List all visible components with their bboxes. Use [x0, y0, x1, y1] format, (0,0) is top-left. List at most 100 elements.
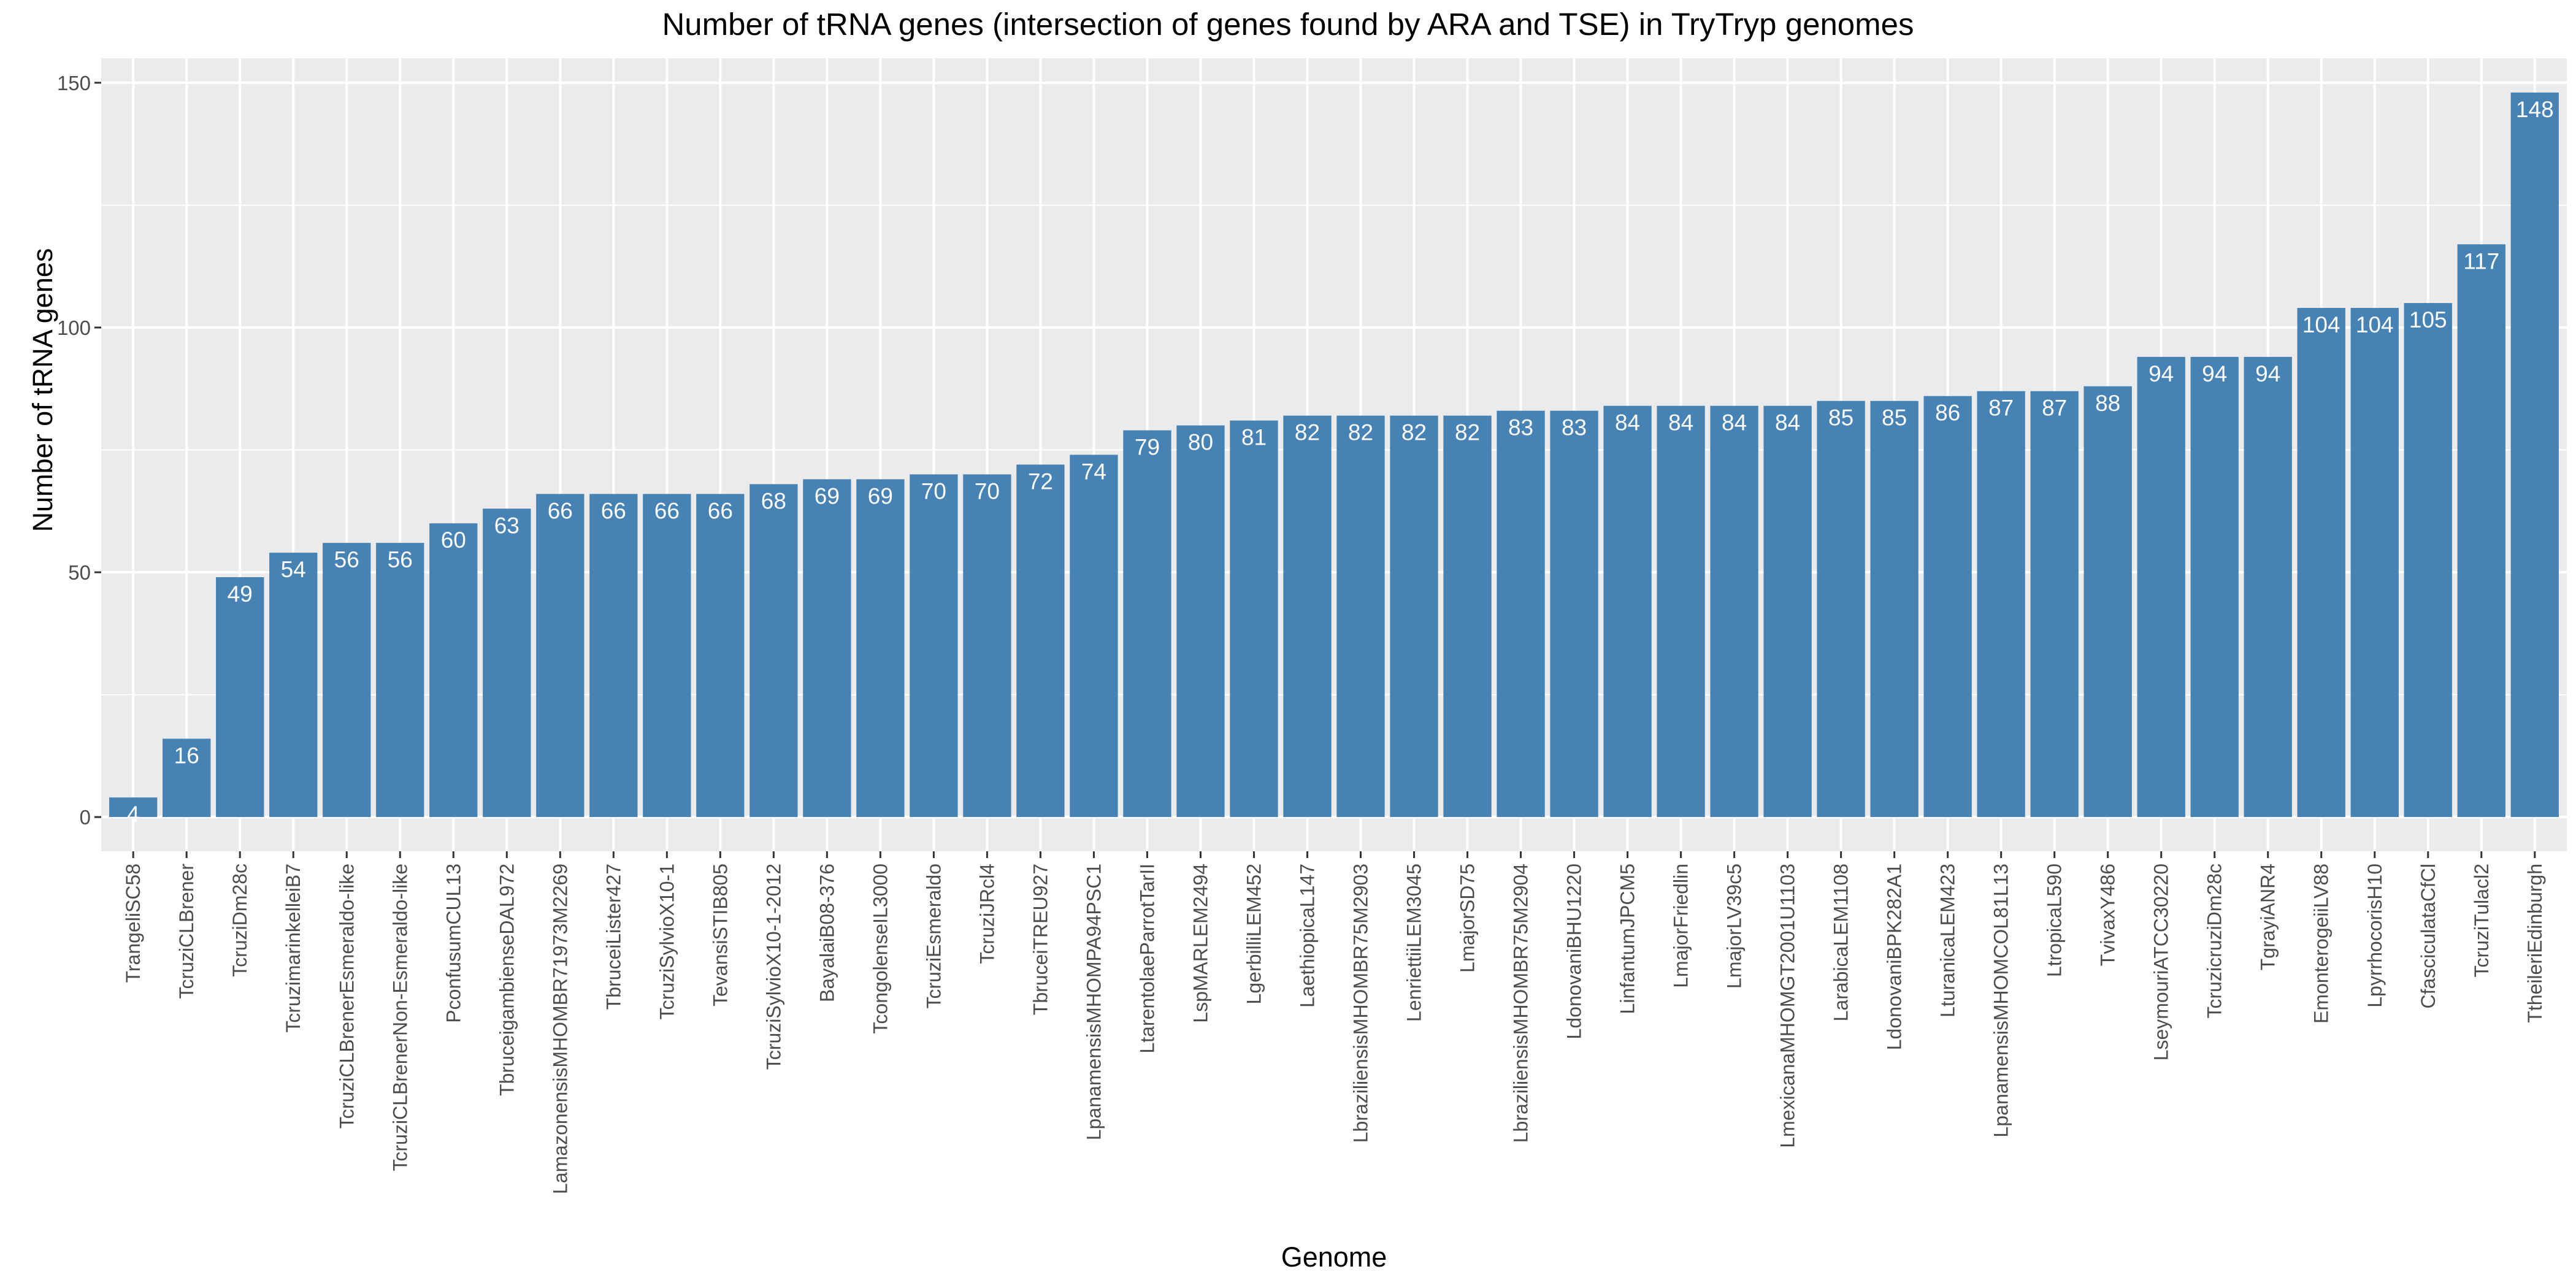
bar-value-label: 84 [1775, 410, 1800, 435]
x-tick-label: TcruziDm28c [229, 864, 251, 977]
bar-labels: 4 16 49 54 56 56 60 63 66 66 66 66 68 69 69 70 70 72 74 79 8… [127, 97, 2554, 827]
x-tick-label: TcruzicruziDm28c [2204, 864, 2226, 1018]
bar [589, 494, 638, 818]
bar [2457, 244, 2505, 818]
x-tick-label: LarabicaLEM1108 [1830, 864, 1852, 1021]
bar [1763, 405, 1812, 818]
bar-value-label: 66 [601, 498, 626, 523]
x-tick-label: TevansiSTIB805 [709, 864, 731, 1006]
x-tick-label: PconfusumCUL13 [442, 864, 464, 1023]
x-tick-label: LbraziliensisMHOMBR75M2903 [1350, 864, 1372, 1143]
bar-value-label: 82 [1455, 420, 1480, 445]
bar-value-label: 94 [2149, 361, 2174, 386]
bar-value-label: 87 [1988, 396, 2014, 421]
bar [1176, 425, 1225, 818]
x-tick-label: TcongolenseIL3000 [869, 864, 891, 1034]
bar [1710, 405, 1758, 818]
y-tick-label: 150 [57, 72, 91, 94]
bar-value-label: 70 [975, 478, 1000, 504]
bar-value-label: 81 [1241, 425, 1267, 450]
bar-value-label: 82 [1348, 420, 1373, 445]
x-tick-label: LenriettiiLEM3045 [1403, 864, 1425, 1022]
bar-value-label: 70 [921, 478, 946, 504]
bar-value-label: 117 [2463, 248, 2499, 274]
bar [2350, 308, 2399, 818]
x-tick-label: LbraziliensisMHOMBR75M2904 [1510, 864, 1532, 1143]
bar-value-label: 94 [2255, 361, 2280, 386]
bar-value-label: 88 [2095, 391, 2120, 416]
bar-value-label: 104 [2356, 312, 2394, 337]
bar [2030, 391, 2079, 818]
bar [1016, 464, 1065, 818]
x-tick-label: TcruziSylvioX10-1 [656, 864, 678, 1019]
y-axis: 0 50 100 150 [57, 72, 101, 829]
x-tick-label: LinfantumJPCM5 [1617, 864, 1639, 1014]
x-tick-label: TcruziSylvioX10-1-2012 [762, 864, 784, 1070]
chart-title: Number of tRNA genes (intersection of ge… [662, 7, 1914, 42]
x-tick-label: LgerbilliLEM452 [1243, 864, 1265, 1004]
bar-value-label: 82 [1401, 420, 1427, 445]
x-tick-label: TbruceiTREU927 [1029, 864, 1051, 1015]
bar-value-label: 105 [2409, 307, 2447, 332]
bar [1603, 405, 1652, 818]
x-axis: TrangeliSC58 TcruziCLBrener TcruziDm28c Tcr… [122, 851, 2546, 1194]
bar-value-label: 69 [868, 483, 893, 508]
bar-value-label: 148 [2516, 97, 2554, 122]
bar-value-label: 68 [761, 488, 786, 513]
bar-value-label: 49 [228, 581, 253, 607]
bar-value-label: 16 [174, 743, 199, 768]
x-tick-label: LtarentolaeParrotTarII [1136, 864, 1158, 1054]
bar [429, 523, 478, 818]
bar [1123, 430, 1171, 818]
bar-value-label: 85 [1828, 405, 1853, 431]
bar [1923, 396, 1972, 818]
x-tick-label: TtheileriEdinburgh [2524, 864, 2546, 1023]
x-tick-label: TbruceigambienseDAL972 [496, 864, 518, 1096]
bar-value-label: 63 [494, 513, 519, 538]
bar-value-label: 83 [1562, 415, 1587, 440]
bar-value-label: 66 [654, 498, 680, 523]
bar [910, 474, 958, 818]
bar-value-label: 74 [1081, 459, 1106, 485]
bars [109, 92, 2559, 818]
x-tick-label: TcruziEsmeraldo [922, 864, 945, 1009]
bar [1230, 420, 1278, 818]
x-tick-label: LpanamensisMHOMPA94PSC1 [1083, 864, 1105, 1140]
bar [1070, 454, 1118, 818]
x-tick-label: TcruziJRcl4 [976, 864, 998, 964]
x-tick-label: TcruziCLBrener [175, 864, 197, 999]
x-tick-label: LmajorLV39c5 [1723, 864, 1746, 989]
bar-value-label: 86 [1935, 401, 1960, 426]
bar-value-label: 94 [2202, 361, 2227, 386]
x-tick-label: TgrayiANR4 [2257, 864, 2279, 970]
bar-value-label: 66 [548, 498, 573, 523]
bar [1336, 415, 1385, 818]
x-tick-label: CfasciculataCfCl [2417, 864, 2439, 1009]
bar-value-label: 72 [1028, 469, 1053, 494]
bar [856, 479, 905, 818]
bar [963, 474, 1011, 818]
bar-value-label: 80 [1188, 430, 1213, 455]
bar [696, 494, 745, 818]
bar [536, 494, 585, 818]
x-tick-label: LpyrrhocorisH10 [2364, 864, 2386, 1008]
bar-value-label: 60 [441, 527, 466, 553]
bar [376, 543, 424, 818]
x-tick-label: LseymouriATCC30220 [2150, 864, 2172, 1060]
x-tick-label: LamazonensisMHOMBR71973M2269 [549, 864, 571, 1194]
bar-value-label: 87 [2042, 396, 2067, 421]
bar-value-label: 69 [815, 483, 840, 508]
bar [1550, 410, 1598, 818]
bar-value-label: 66 [708, 498, 733, 523]
bar-value-label: 84 [1722, 410, 1747, 435]
x-tick-label: LdonovaniBHU1220 [1563, 864, 1585, 1039]
bar [1657, 405, 1705, 818]
bar [2404, 303, 2452, 818]
x-tick-label: TcruziTulacl2 [2471, 864, 2493, 978]
bar [749, 484, 798, 818]
x-tick-label: LaethiopicaL147 [1296, 864, 1318, 1008]
bar [2190, 356, 2239, 818]
bar [1977, 391, 2025, 818]
bar [483, 508, 531, 818]
